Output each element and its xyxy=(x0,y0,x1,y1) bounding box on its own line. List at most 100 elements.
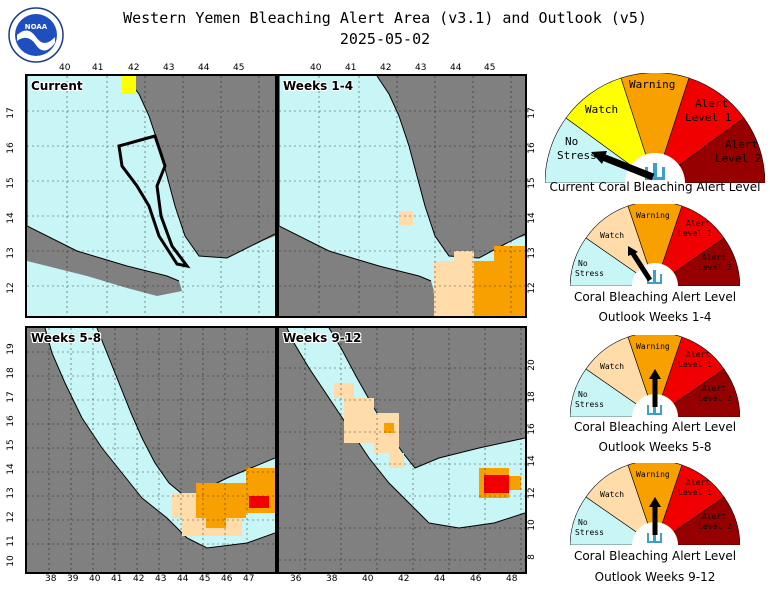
x-tick: 42 xyxy=(398,574,410,584)
y-tick: 18 xyxy=(6,367,16,379)
x-tick: 44 xyxy=(434,574,446,584)
svg-text:NOAA: NOAA xyxy=(25,23,48,31)
svg-text:Level 1: Level 1 xyxy=(685,111,731,124)
map-weeks-9-12: Weeks 9-12 xyxy=(277,326,527,574)
svg-text:Alert: Alert xyxy=(686,219,710,228)
x-tick: 36 xyxy=(290,574,302,584)
panel-label: Weeks 1-4 xyxy=(283,79,354,93)
x-tick: 38 xyxy=(45,574,57,584)
svg-text:Warning: Warning xyxy=(636,470,670,479)
svg-text:Level 1: Level 1 xyxy=(678,488,712,497)
coral-icon xyxy=(647,401,662,415)
seg-no-stress: No xyxy=(565,135,578,148)
y-tick: 20 xyxy=(527,359,537,371)
svg-text:Level 1: Level 1 xyxy=(678,229,712,238)
land-yemen xyxy=(125,76,275,258)
svg-text:Alert: Alert xyxy=(686,350,710,359)
x-tick: 40 xyxy=(89,574,101,584)
x-tick: 46 xyxy=(470,574,482,584)
y-tick: 15 xyxy=(527,177,537,189)
gauge-outlook-5-8-caption: Coral Bleaching Alert Level xyxy=(573,420,737,434)
x-tick: 41 xyxy=(111,574,123,584)
y-tick: 13 xyxy=(6,247,16,259)
svg-text:No: No xyxy=(578,259,588,268)
svg-text:Warning: Warning xyxy=(636,211,670,220)
svg-text:Alert: Alert xyxy=(702,512,726,521)
noaa-logo: NOAA xyxy=(8,7,64,63)
watch-cell xyxy=(122,76,136,94)
map-current: Current xyxy=(25,74,277,318)
y-tick: 15 xyxy=(6,177,16,189)
page-date: 2025-05-02 xyxy=(339,30,431,48)
panel-label: Weeks 9-12 xyxy=(283,331,362,345)
y-tick: 16 xyxy=(527,423,537,435)
map-weeks-1-4: Weeks 1-4 xyxy=(277,74,527,318)
svg-text:Level 2: Level 2 xyxy=(698,522,732,531)
svg-text:Alert: Alert xyxy=(725,138,758,151)
panel-label: Current xyxy=(31,79,83,93)
svg-text:No: No xyxy=(578,518,588,527)
x-tick: 45 xyxy=(233,63,245,73)
x-tick: 48 xyxy=(506,574,518,584)
gauge-current-caption: Current Coral Bleaching Alert Level xyxy=(549,180,761,194)
svg-text:Level 2: Level 2 xyxy=(715,152,761,165)
svg-text:Level 1: Level 1 xyxy=(678,360,712,369)
y-tick: 14 xyxy=(527,455,537,467)
svg-text:Stress: Stress xyxy=(575,528,604,537)
x-tick: 38 xyxy=(326,574,338,584)
x-tick: 43 xyxy=(155,574,167,584)
outlook-cells xyxy=(172,468,275,536)
seg-watch: Watch xyxy=(585,103,618,116)
x-tick: 44 xyxy=(450,63,462,73)
x-tick: 41 xyxy=(345,63,357,73)
x-tick: 43 xyxy=(415,63,427,73)
svg-text:Stress: Stress xyxy=(575,269,604,278)
x-tick: 42 xyxy=(380,63,392,73)
y-tick: 8 xyxy=(527,554,537,560)
y-tick: 13 xyxy=(527,247,537,259)
gauge-outlook-9-12-caption: Coral Bleaching Alert Level xyxy=(573,549,737,563)
x-tick: 47 xyxy=(243,574,255,584)
y-tick: 17 xyxy=(527,107,537,119)
gauge-outlook-9-12-subcaption: Outlook Weeks 9-12 xyxy=(594,570,716,584)
x-tick: 41 xyxy=(92,63,104,73)
gauge-outlook-1-4-caption: Coral Bleaching Alert Level xyxy=(573,290,737,304)
gauge-outlook-5-8-subcaption: Outlook Weeks 5-8 xyxy=(598,440,712,454)
svg-text:Watch: Watch xyxy=(600,490,624,499)
y-tick: 12 xyxy=(527,487,537,499)
x-tick: 42 xyxy=(128,63,140,73)
svg-text:Stress: Stress xyxy=(575,400,604,409)
svg-text:Watch: Watch xyxy=(600,231,624,240)
svg-text:Alert: Alert xyxy=(702,384,726,393)
x-tick: 45 xyxy=(484,63,496,73)
x-tick: 45 xyxy=(199,574,211,584)
x-tick: 44 xyxy=(198,63,210,73)
y-tick: 17 xyxy=(6,391,16,403)
x-tick: 40 xyxy=(362,574,374,584)
gauge-outlook-5-8: No Stress Watch Warning Alert Level 1 Al… xyxy=(570,335,740,417)
gauge-current: No Stress Watch Warning Alert Level 1 Al… xyxy=(545,73,765,183)
y-tick: 12 xyxy=(527,282,537,294)
panel-label: Weeks 5-8 xyxy=(31,331,102,345)
x-tick: 46 xyxy=(221,574,233,584)
y-tick: 12 xyxy=(6,511,16,523)
x-tick: 39 xyxy=(67,574,79,584)
y-tick: 10 xyxy=(527,519,537,531)
gauge-outlook-1-4: No Stress Watch Warning Alert Level 1 Al… xyxy=(570,204,740,286)
y-tick: 13 xyxy=(6,487,16,499)
y-tick: 12 xyxy=(6,282,16,294)
svg-text:Alert: Alert xyxy=(702,253,726,262)
land-africa xyxy=(27,226,182,296)
svg-text:Level 2: Level 2 xyxy=(698,263,732,272)
map-weeks-5-8: Weeks 5-8 xyxy=(25,326,277,574)
y-tick: 16 xyxy=(6,415,16,427)
y-tick: 17 xyxy=(6,107,16,119)
page-title: Western Yemen Bleaching Alert Area (v3.1… xyxy=(123,9,647,27)
y-tick: 14 xyxy=(6,212,16,224)
x-tick: 44 xyxy=(177,574,189,584)
y-tick: 14 xyxy=(527,212,537,224)
y-tick: 10 xyxy=(6,555,16,567)
svg-text:Alert: Alert xyxy=(695,97,728,110)
y-tick: 16 xyxy=(6,142,16,154)
seg-warning: Warning xyxy=(629,78,675,91)
